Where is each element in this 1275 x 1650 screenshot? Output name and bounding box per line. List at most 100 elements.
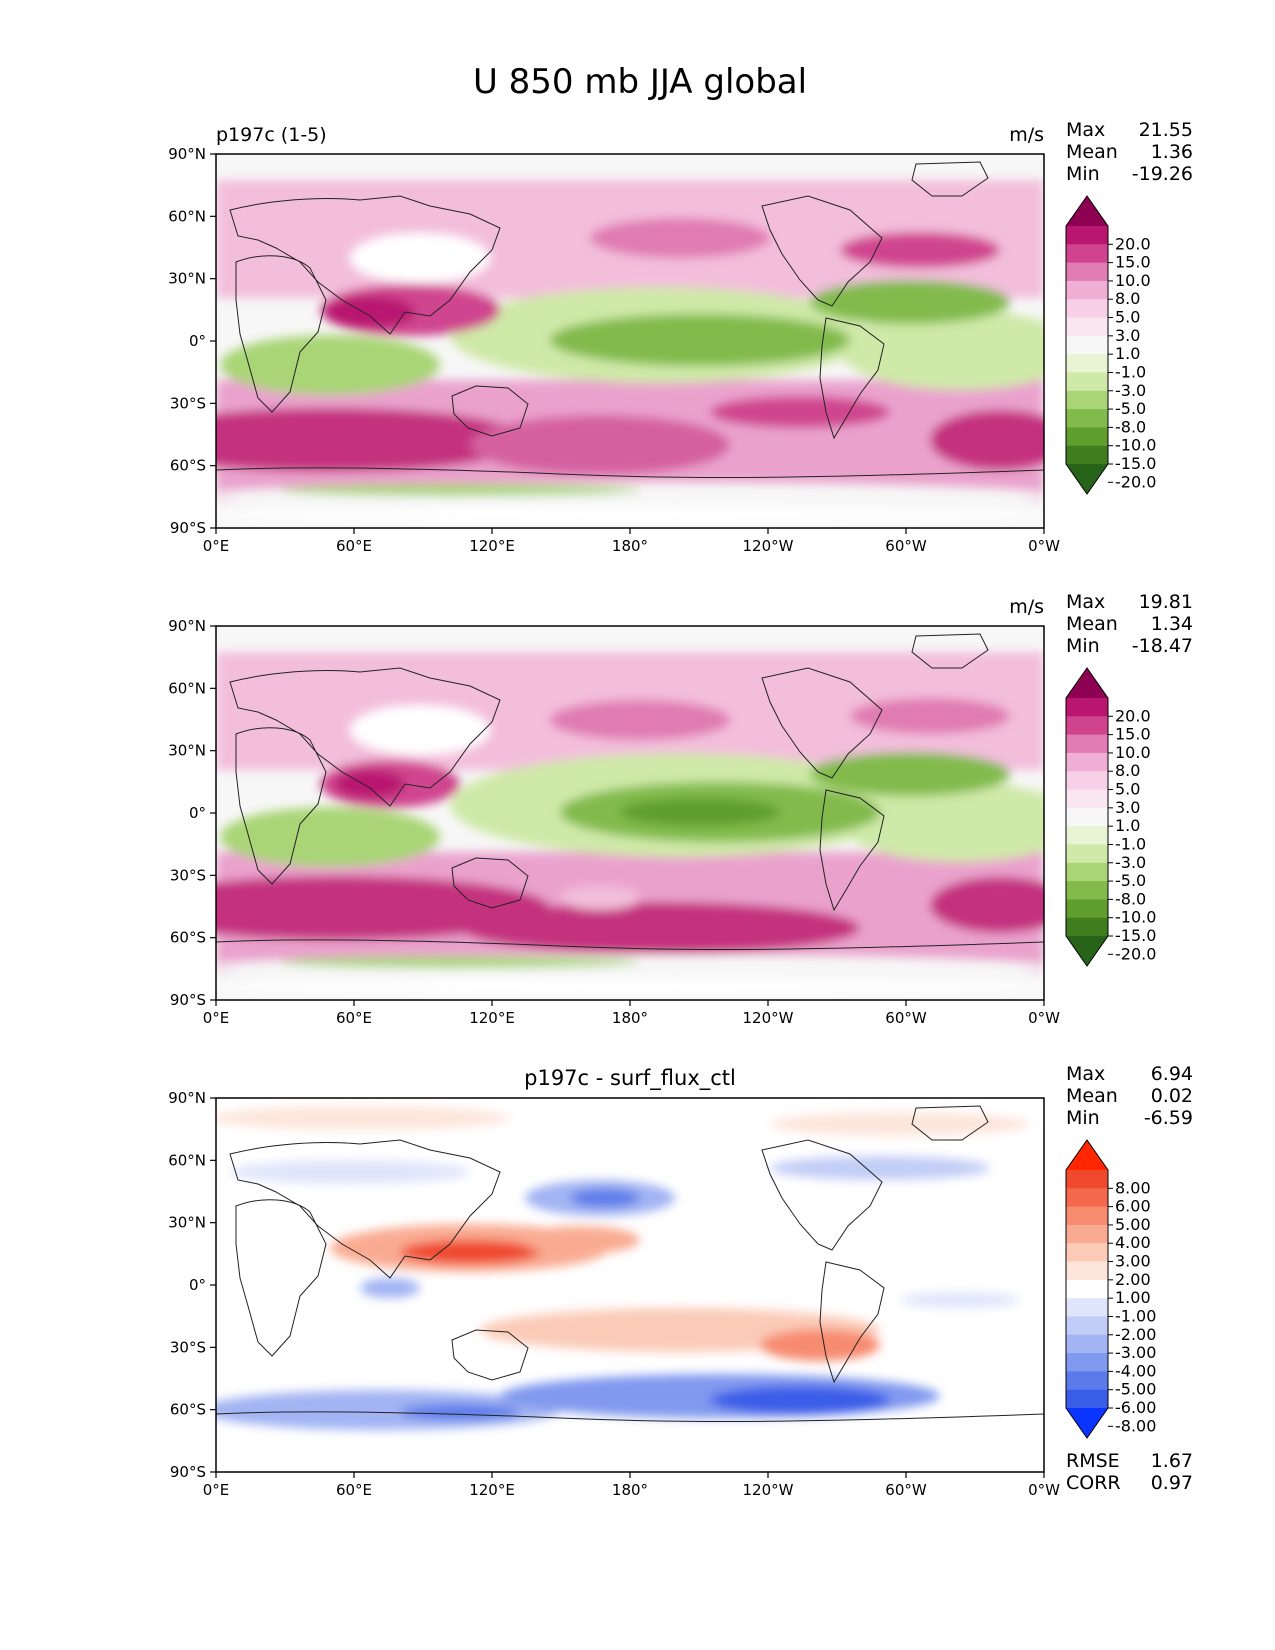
x-tick-label: 0°E — [203, 537, 230, 555]
colorbar-level-label: -1.0 — [1115, 362, 1146, 381]
colorbar-bin — [1066, 844, 1108, 864]
colorbar-bin — [1066, 698, 1108, 717]
stat-label: Max — [1066, 1063, 1105, 1085]
colorbar-bin — [1066, 335, 1108, 355]
colorbar-bin — [1066, 752, 1108, 772]
colorbar-extend-min — [1066, 936, 1108, 966]
colorbar-bin — [1066, 1188, 1108, 1208]
stat-label: Max — [1066, 119, 1105, 141]
colorbar-bin — [1066, 226, 1108, 245]
colorbar-bin — [1066, 445, 1108, 465]
colorbar-bin — [1066, 881, 1108, 900]
y-tick-label: 90°N — [168, 617, 206, 635]
colorbar-outline — [1065, 667, 1109, 967]
stat-value: -18.47 — [1132, 635, 1193, 657]
colorbar: 20.015.010.08.05.03.01.0-1.0-3.0-5.0-8.0… — [1065, 667, 1156, 967]
colorbar-bin — [1066, 427, 1108, 447]
stat-label: Mean — [1066, 141, 1118, 163]
y-tick-label: 60°S — [170, 929, 206, 947]
stat-label: Max — [1066, 591, 1105, 613]
colorbar-bin — [1066, 1243, 1108, 1263]
y-tick-label: 90°S — [170, 991, 206, 1009]
colorbar-level-label: -1.00 — [1115, 1306, 1156, 1325]
colorbar-level-label: 6.00 — [1115, 1197, 1151, 1216]
colorbar-level-label: 2.00 — [1115, 1270, 1151, 1289]
colorbar-level-label: -15.0 — [1115, 454, 1156, 473]
colorbar-bin — [1066, 862, 1108, 882]
stat-label: Mean — [1066, 1085, 1118, 1107]
x-tick-label: 0°W — [1028, 537, 1060, 555]
colorbar-bin — [1066, 716, 1108, 736]
x-tick-label: 120°W — [743, 1009, 794, 1027]
y-tick-label: 90°N — [168, 145, 206, 163]
y-tick-label: 60°S — [170, 457, 206, 475]
colorbar-bin — [1066, 244, 1108, 264]
colorbar-level-label: 20.0 — [1115, 706, 1151, 725]
colorbar-level-label: 4.00 — [1115, 1233, 1151, 1252]
colorbar-level-label: 5.00 — [1115, 1215, 1151, 1234]
colorbar-outline — [1065, 1139, 1109, 1439]
stat-value: -19.26 — [1132, 163, 1193, 185]
colorbar-level-label: 1.0 — [1115, 344, 1140, 363]
y-tick-label: 60°S — [170, 1401, 206, 1419]
x-tick-label: 0°E — [203, 1481, 230, 1499]
colorbar-bin — [1066, 409, 1108, 428]
colorbar-level-label: 1.00 — [1115, 1288, 1151, 1307]
colorbar-level-label: -5.0 — [1115, 399, 1146, 418]
colorbar-bin — [1066, 354, 1108, 373]
colorbar-bin — [1066, 789, 1108, 809]
colorbar-level-label: 3.0 — [1115, 798, 1140, 817]
panel-center-title: p197c - surf_flux_ctl — [524, 1066, 736, 1091]
colorbar-level-label: -20.0 — [1115, 472, 1156, 491]
colorbar-extend-max — [1066, 668, 1108, 698]
stat-corr: CORR 0.97 — [1066, 1472, 1193, 1494]
map-field — [216, 1098, 1044, 1472]
stat-value: 19.81 — [1139, 591, 1193, 613]
colorbar-level-label: -10.0 — [1115, 908, 1156, 927]
y-tick-label: 30°S — [170, 1338, 206, 1356]
stat-label: CORR — [1066, 1472, 1121, 1494]
stat-mean: Mean 1.36 — [1066, 141, 1193, 163]
stat-value: 6.94 — [1151, 1063, 1193, 1085]
colorbar-level-label: 10.0 — [1115, 743, 1151, 762]
map-field — [216, 626, 1044, 1000]
colorbar-level-label: -1.0 — [1115, 834, 1146, 853]
y-tick-label: 0° — [189, 332, 206, 350]
colorbar-level-label: 3.00 — [1115, 1252, 1151, 1271]
stat-label: Min — [1066, 1107, 1100, 1129]
colorbar-level-label: 5.0 — [1115, 780, 1140, 799]
colorbar-level-label: 20.0 — [1115, 234, 1151, 253]
colorbar-bin — [1066, 1353, 1108, 1372]
y-tick-label: 30°S — [170, 866, 206, 884]
colorbar-level-label: -3.00 — [1115, 1343, 1156, 1362]
y-tick-label: 30°N — [168, 742, 206, 760]
y-tick-label: 0° — [189, 804, 206, 822]
stat-value: 0.97 — [1151, 1472, 1193, 1494]
stat-min: Min -18.47 — [1066, 635, 1193, 657]
colorbar-level-label: -5.0 — [1115, 871, 1146, 890]
colorbar-level-label: 8.0 — [1115, 289, 1140, 308]
stat-value: 1.67 — [1151, 1450, 1193, 1472]
y-tick-label: 60°N — [168, 207, 206, 225]
map-field — [216, 154, 1044, 528]
colorbar-bin — [1066, 1334, 1108, 1354]
y-tick-label: 30°S — [170, 394, 206, 412]
colorbar-bin — [1066, 1316, 1108, 1336]
x-tick-label: 0°W — [1028, 1481, 1060, 1499]
y-tick-label: 0° — [189, 1276, 206, 1294]
stat-max: Max 6.94 — [1066, 1063, 1193, 1085]
colorbar-bin — [1066, 262, 1108, 282]
colorbar-bin — [1066, 280, 1108, 300]
stat-rmse: RMSE 1.67 — [1066, 1450, 1193, 1472]
stat-label: Min — [1066, 163, 1100, 185]
stat-value: 1.36 — [1151, 141, 1193, 163]
colorbar-bin — [1066, 807, 1108, 827]
colorbar-bin — [1066, 899, 1108, 919]
panel-units: m/s — [1009, 596, 1044, 618]
x-tick-label: 120°E — [469, 1009, 515, 1027]
colorbar-level-label: -10.0 — [1115, 436, 1156, 455]
panel-difference: p197c - surf_flux_ctl Max 6.94 Mean 0.02… — [168, 1063, 1193, 1499]
colorbar-level-label: -6.00 — [1115, 1398, 1156, 1417]
colorbar-outline — [1065, 195, 1109, 495]
